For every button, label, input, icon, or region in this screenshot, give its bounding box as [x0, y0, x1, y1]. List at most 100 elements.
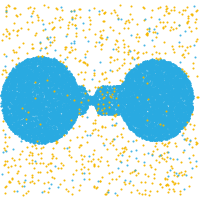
Point: [24, 78, 27, 81]
Point: [27, 106, 30, 109]
Point: [162, 120, 166, 123]
Point: [131, 126, 135, 129]
Point: [120, 101, 123, 105]
Point: [55, 101, 58, 104]
Point: [23, 137, 26, 140]
Point: [138, 85, 141, 88]
Point: [173, 101, 177, 104]
Point: [71, 106, 74, 109]
Point: [96, 88, 99, 92]
Point: [123, 116, 126, 119]
Point: [36, 97, 39, 100]
Point: [28, 94, 31, 97]
Point: [139, 116, 142, 119]
Point: [123, 108, 126, 111]
Point: [168, 131, 171, 134]
Point: [173, 80, 176, 83]
Point: [43, 66, 46, 69]
Point: [29, 58, 33, 62]
Point: [165, 123, 168, 126]
Point: [149, 110, 152, 114]
Point: [58, 117, 61, 121]
Point: [53, 82, 56, 85]
Point: [166, 78, 169, 81]
Point: [38, 97, 42, 100]
Point: [42, 62, 45, 65]
Point: [181, 124, 185, 127]
Point: [38, 115, 41, 119]
Point: [32, 95, 36, 98]
Point: [72, 112, 75, 115]
Point: [123, 100, 126, 103]
Point: [59, 127, 62, 130]
Point: [58, 119, 61, 122]
Point: [54, 82, 57, 85]
Point: [18, 108, 21, 112]
Point: [34, 78, 37, 81]
Point: [142, 43, 146, 46]
Point: [47, 100, 51, 103]
Point: [6, 76, 9, 79]
Point: [47, 135, 51, 138]
Point: [35, 86, 38, 89]
Point: [124, 101, 127, 104]
Point: [157, 67, 160, 70]
Point: [81, 158, 84, 161]
Point: [42, 132, 46, 135]
Point: [179, 193, 182, 196]
Point: [102, 101, 105, 104]
Point: [181, 90, 184, 93]
Point: [138, 81, 142, 84]
Point: [9, 125, 12, 128]
Point: [41, 78, 44, 81]
Point: [4, 81, 8, 84]
Point: [158, 88, 161, 91]
Point: [113, 58, 116, 61]
Point: [25, 59, 28, 62]
Point: [155, 104, 158, 107]
Point: [181, 93, 184, 97]
Point: [179, 70, 183, 74]
Point: [82, 86, 85, 90]
Point: [60, 88, 63, 91]
Point: [140, 96, 143, 100]
Point: [186, 119, 189, 122]
Point: [33, 160, 37, 163]
Point: [160, 89, 164, 92]
Point: [177, 89, 180, 92]
Point: [29, 87, 32, 90]
Point: [104, 107, 107, 110]
Point: [142, 134, 145, 137]
Point: [46, 129, 49, 132]
Point: [81, 101, 84, 104]
Point: [30, 103, 33, 106]
Point: [18, 122, 21, 125]
Point: [14, 77, 17, 80]
Point: [95, 97, 98, 100]
Point: [158, 101, 162, 105]
Point: [174, 72, 177, 75]
Point: [138, 93, 141, 97]
Point: [44, 96, 47, 100]
Point: [63, 111, 66, 115]
Point: [62, 93, 65, 96]
Point: [39, 122, 42, 125]
Point: [173, 91, 176, 94]
Point: [14, 115, 17, 118]
Point: [150, 129, 153, 132]
Point: [83, 110, 86, 113]
Point: [178, 112, 181, 116]
Point: [184, 96, 187, 99]
Point: [7, 87, 10, 90]
Point: [30, 122, 34, 125]
Point: [19, 135, 23, 138]
Point: [43, 82, 46, 85]
Point: [148, 76, 151, 79]
Point: [171, 121, 174, 124]
Point: [35, 86, 38, 90]
Point: [176, 105, 180, 108]
Point: [24, 88, 27, 91]
Point: [63, 67, 67, 70]
Point: [93, 97, 96, 100]
Point: [68, 77, 71, 80]
